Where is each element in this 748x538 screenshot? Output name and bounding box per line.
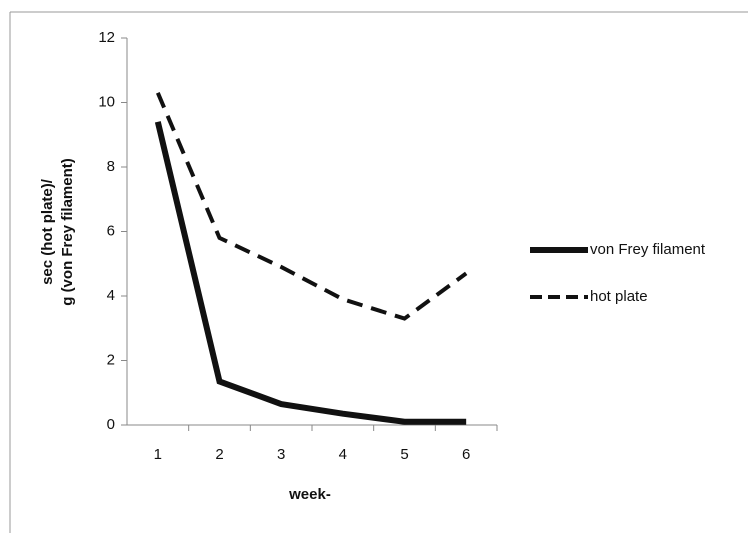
y-tick-label: 6: [107, 222, 115, 239]
y-tick-label: 8: [107, 158, 115, 175]
legend-label: hot plate: [590, 288, 648, 305]
x-tick-label: 1: [154, 446, 162, 463]
x-axis-title: week-: [288, 486, 331, 503]
y-tick-label: 12: [98, 29, 115, 46]
y-tick-label: 0: [107, 416, 115, 433]
y-tick-label: 4: [107, 287, 115, 304]
legend-label: von Frey filament: [590, 241, 706, 258]
data-line: [158, 93, 466, 319]
y-tick-label: 10: [98, 93, 115, 110]
x-tick-label: 3: [277, 446, 285, 463]
y-axis-title: sec (hot plate)/ g (von Frey filament): [39, 158, 76, 306]
data-line: [158, 122, 466, 422]
y-axis-title-line: g (von Frey filament): [59, 158, 76, 306]
y-tick-label: 2: [107, 351, 115, 368]
x-tick-label: 6: [462, 446, 470, 463]
chart: week- sec (hot plate)/ g (von Frey filam…: [0, 0, 748, 533]
page: week- sec (hot plate)/ g (von Frey filam…: [0, 0, 748, 538]
x-tick-label: 2: [215, 446, 223, 463]
x-tick-label: 5: [400, 446, 408, 463]
y-axis-title-line: sec (hot plate)/: [39, 178, 56, 285]
x-tick-label: 4: [339, 446, 347, 463]
